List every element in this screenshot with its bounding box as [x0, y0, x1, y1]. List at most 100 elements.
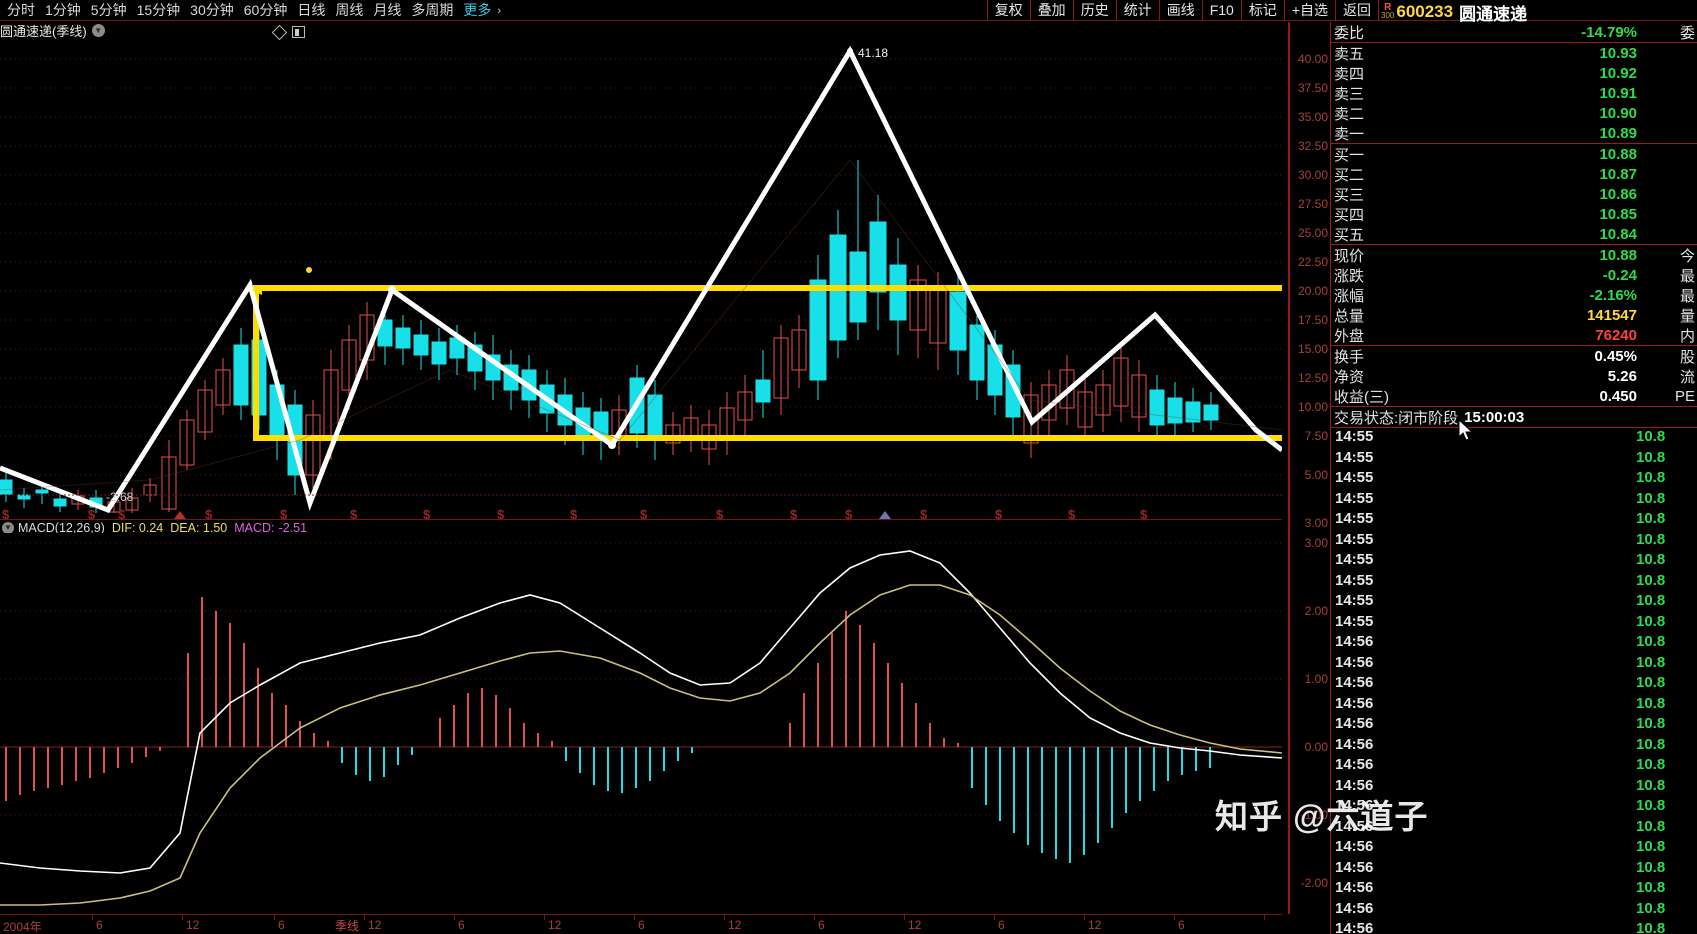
- tick-time: 14:56: [1335, 879, 1374, 896]
- tick-price: 10.8: [1636, 858, 1666, 876]
- stat-row-outer: 外盘 76240 内: [1331, 325, 1697, 345]
- stat-label-pct: 涨幅: [1334, 287, 1365, 305]
- list-item[interactable]: 14:56 10.8: [1331, 818, 1697, 839]
- date-tick-10: 12: [908, 918, 922, 932]
- action-add-favorite[interactable]: +自选: [1283, 0, 1335, 21]
- action-biaoji[interactable]: 标记: [1240, 0, 1284, 21]
- list-item[interactable]: 14:55 10.8: [1331, 572, 1697, 593]
- ask-row-3[interactable]: 卖三 10.91: [1331, 83, 1697, 103]
- list-item[interactable]: 14:56 10.8: [1331, 756, 1697, 777]
- ask-row-4[interactable]: 卖四 10.92: [1331, 63, 1697, 83]
- action-f10[interactable]: F10: [1201, 0, 1241, 21]
- macd-chart-canvas[interactable]: [0, 533, 1282, 914]
- list-item[interactable]: 14:55 10.8: [1331, 551, 1697, 572]
- svg-text:$: $: [280, 507, 288, 522]
- bid-row-2[interactable]: 买二 10.87: [1331, 164, 1697, 184]
- rating-badge-bottom: 300: [1381, 11, 1395, 20]
- action-return[interactable]: 返回: [1335, 0, 1379, 21]
- macd-indicator-header[interactable]: ▼ MACD(12,26,9) DIF: 0.24 DEA: 1.50 MACD…: [0, 519, 1282, 535]
- list-item[interactable]: 14:56 10.8: [1331, 736, 1697, 757]
- svg-text:$: $: [995, 507, 1003, 522]
- list-item[interactable]: 14:55 10.8: [1331, 469, 1697, 490]
- price-chart-canvas[interactable]: 41.18 -2.68: [0, 40, 1282, 513]
- list-item[interactable]: 14:55 10.8: [1331, 428, 1697, 449]
- chevron-down-icon[interactable]: ▼: [91, 24, 105, 37]
- ask-row-5[interactable]: 卖五 10.93: [1331, 43, 1697, 63]
- bid-row-3[interactable]: 买三 10.86: [1331, 184, 1697, 204]
- list-item[interactable]: 14:56 10.8: [1331, 674, 1697, 695]
- action-lishi[interactable]: 历史: [1072, 0, 1116, 21]
- time-sales-list[interactable]: 14:55 10.8 14:55 10.8 14:55 10.8 14:55 10.8 …: [1331, 428, 1697, 934]
- watermark: 知乎 @六道子: [1215, 798, 1429, 835]
- bid-price-4: 10.85: [1599, 205, 1637, 223]
- ask-price-5: 10.93: [1599, 44, 1637, 62]
- chevron-down-icon[interactable]: ▼: [2, 521, 14, 534]
- list-item[interactable]: 14:56 10.8: [1331, 715, 1697, 736]
- list-item[interactable]: 14:56 10.8: [1331, 777, 1697, 798]
- period-tab-7[interactable]: 周线: [335, 2, 364, 18]
- ask-row-2[interactable]: 卖二 10.90: [1331, 103, 1697, 123]
- tick-time: 14:56: [1335, 776, 1374, 794]
- list-item[interactable]: 14:56 10.8: [1331, 859, 1697, 880]
- divider: [1331, 143, 1697, 144]
- list-item[interactable]: 14:56 10.8: [1331, 879, 1697, 900]
- diamond-icon[interactable]: [271, 24, 288, 40]
- period-tab-9[interactable]: 多周期: [411, 2, 454, 18]
- tick-price: 10.8: [1636, 674, 1666, 691]
- action-fuquan[interactable]: 复权: [986, 0, 1030, 21]
- period-tab-8[interactable]: 月线: [373, 2, 402, 18]
- action-diejia[interactable]: 叠加: [1029, 0, 1073, 21]
- price-tick-37_5: 37.50: [1297, 81, 1328, 95]
- macd-histogram: [5, 597, 1211, 863]
- tick-price: 10.8: [1636, 653, 1666, 671]
- ask-row-1[interactable]: 卖一 10.89: [1331, 123, 1697, 143]
- list-item[interactable]: 14:56 10.8: [1331, 633, 1697, 654]
- tick-price: 10.8: [1636, 489, 1666, 507]
- tick-time: 14:55: [1335, 612, 1374, 630]
- tick-price: 10.8: [1636, 469, 1666, 486]
- period-tab-4[interactable]: 30分钟: [190, 2, 234, 18]
- list-item[interactable]: 14:56 10.8: [1331, 695, 1697, 716]
- list-item[interactable]: 14:55 10.8: [1331, 531, 1697, 552]
- bid-row-1[interactable]: 买一 10.88: [1331, 144, 1697, 164]
- price-axis-extra: 3.00: [1282, 513, 1330, 533]
- tick-price: 10.8: [1636, 592, 1666, 609]
- pivot-marker-1: [388, 286, 396, 294]
- list-item[interactable]: 14:56 10.8: [1331, 654, 1697, 675]
- macd-gridlines: [0, 542, 1282, 816]
- weibi-right-label: 委: [1679, 24, 1695, 42]
- period-tab-0[interactable]: 分时: [7, 2, 35, 18]
- svg-text:$: $: [497, 507, 505, 522]
- bid-row-4[interactable]: 买四 10.85: [1331, 204, 1697, 224]
- list-item[interactable]: 14:55 10.8: [1331, 449, 1697, 470]
- tick-price: 10.8: [1636, 551, 1666, 568]
- list-item[interactable]: 14:56 10.8: [1331, 920, 1697, 934]
- tick-price: 10.8: [1636, 899, 1666, 917]
- list-item[interactable]: 14:55 10.8: [1331, 592, 1697, 613]
- bid-row-5[interactable]: 买五 10.84: [1331, 224, 1697, 244]
- action-tongji[interactable]: 统计: [1115, 0, 1159, 21]
- bid-price-5: 10.84: [1599, 225, 1637, 243]
- period-tab-5[interactable]: 60分钟: [243, 2, 288, 18]
- macd-tick-2: 2.00: [1304, 604, 1328, 618]
- panel-icon[interactable]: [292, 26, 305, 38]
- list-item[interactable]: 14:56 10.8: [1331, 797, 1697, 818]
- period-tab-2[interactable]: 5分钟: [90, 2, 127, 18]
- stat-row-price: 现价 10.88 今: [1331, 245, 1697, 265]
- ask-label-5: 卖五: [1334, 45, 1365, 63]
- tick-price: 10.8: [1636, 776, 1666, 794]
- more-periods-button[interactable]: 更多: [463, 2, 492, 18]
- bid-price-3: 10.86: [1599, 185, 1637, 203]
- list-item[interactable]: 14:55 10.8: [1331, 490, 1697, 511]
- period-tab-1[interactable]: 1分钟: [45, 2, 81, 18]
- action-huaxian[interactable]: 画线: [1158, 0, 1202, 21]
- period-tab-6[interactable]: 日线: [297, 2, 326, 18]
- tick-time: 14:56: [1335, 715, 1374, 732]
- list-item[interactable]: 14:56 10.8: [1331, 900, 1697, 921]
- bid-price-1: 10.88: [1599, 145, 1637, 163]
- list-item[interactable]: 14:56 10.8: [1331, 838, 1697, 859]
- list-item[interactable]: 14:55 10.8: [1331, 613, 1697, 634]
- list-item[interactable]: 14:55 10.8: [1331, 510, 1697, 531]
- tick-time: 14:56: [1335, 633, 1374, 650]
- period-tab-3[interactable]: 15分钟: [136, 2, 181, 18]
